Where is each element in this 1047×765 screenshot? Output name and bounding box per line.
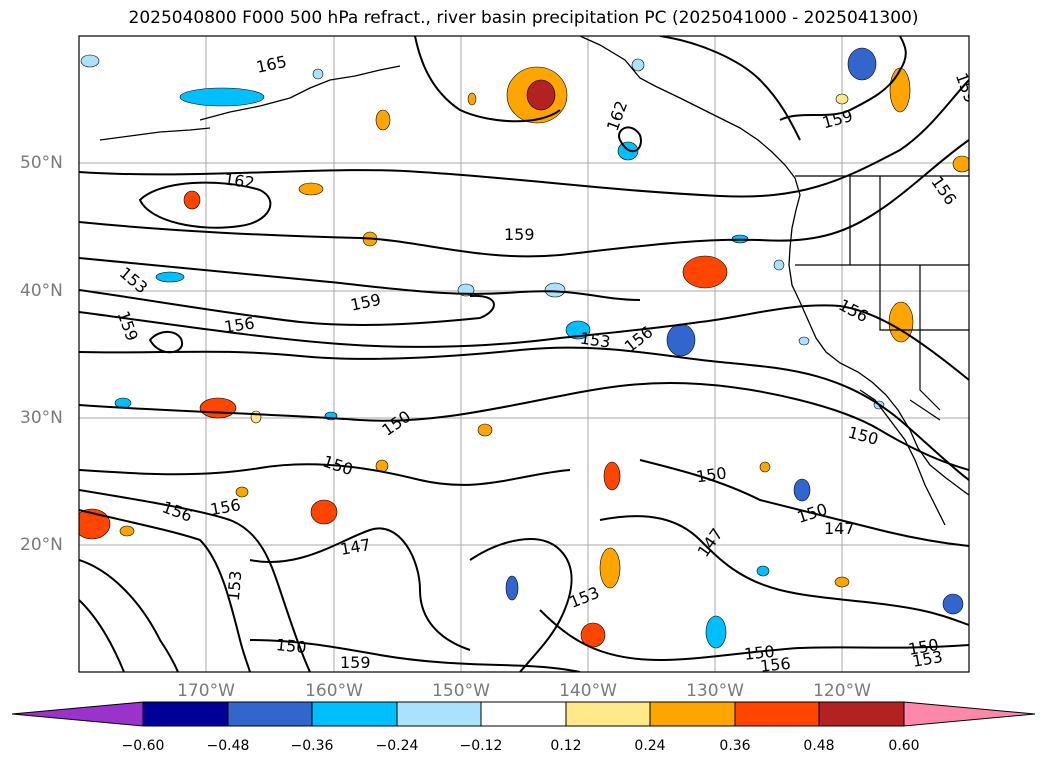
- contour-label: 150: [695, 463, 728, 486]
- colorbar-segment: [227, 701, 313, 727]
- colorbar-segment: [734, 701, 820, 727]
- colorbar-tick-label: −0.12: [459, 738, 503, 754]
- colorbar-tick-label: 0.12: [550, 738, 582, 754]
- colorbar-segment: [396, 701, 482, 727]
- colorbar-segment: [649, 701, 736, 727]
- colorbar-tick-label: 0.48: [803, 738, 835, 754]
- contour-label: 147: [694, 525, 727, 561]
- colorbar-tick-label: 0.24: [634, 738, 666, 754]
- contour-label: 150: [275, 635, 307, 657]
- colorbar-tick-label: 0.60: [888, 738, 920, 754]
- colorbar-segment: [11, 701, 144, 727]
- lon-tick-label: 160°W: [305, 681, 363, 701]
- contour-label: 156: [759, 654, 791, 676]
- lon-tick-label: 130°W: [686, 681, 744, 701]
- lon-tick-label: 140°W: [559, 681, 617, 701]
- colorbar-segment: [818, 701, 905, 727]
- country-borders: [795, 175, 969, 421]
- graticule: [79, 36, 969, 672]
- contour-label: 156: [209, 495, 242, 519]
- contour-label: 150: [378, 407, 414, 440]
- contour-label: 156: [160, 497, 195, 525]
- lat-tick-label: 30°N: [20, 408, 63, 428]
- contour-label-group: 165 162 162 159 159 159 159 159 156 156 …: [114, 52, 980, 676]
- colorbar-segment: [903, 701, 1036, 727]
- contour-label: 147: [339, 535, 372, 559]
- colorbar-segment: [480, 701, 567, 727]
- lat-tick-label: 40°N: [20, 281, 63, 301]
- colorbar-segment: [142, 701, 229, 727]
- colorbar-segment: [565, 701, 651, 727]
- contour-label: 153: [579, 329, 612, 352]
- contour-label: 162: [223, 169, 256, 192]
- colorbar-tick-label: −0.36: [290, 738, 334, 754]
- contour-label: 159: [114, 308, 142, 343]
- colorbar-tick-label: −0.24: [375, 738, 419, 754]
- contour-label: 147: [824, 519, 855, 538]
- contour-label: 153: [224, 570, 246, 602]
- contour-label: 150: [320, 452, 355, 480]
- contour-label: 165: [255, 52, 289, 77]
- map-title: 2025040800 F000 500 hPa refract., river …: [128, 8, 919, 28]
- contour-label: 150: [743, 642, 775, 664]
- refractivity-contours: [79, 36, 969, 672]
- contour-label: 159: [820, 106, 854, 132]
- contour-label: 159: [504, 225, 535, 244]
- contour-label: 159: [340, 653, 371, 672]
- lat-tick-label: 20°N: [20, 535, 63, 555]
- contour-label: 159: [952, 70, 980, 105]
- plot-frame: [78, 35, 970, 673]
- lat-tick-label: 50°N: [20, 153, 63, 173]
- contour-label: 159: [349, 290, 383, 315]
- colorbar-tick-label: 0.36: [719, 738, 751, 754]
- lon-tick-label: 170°W: [177, 681, 235, 701]
- lon-tick-label: 150°W: [432, 681, 490, 701]
- contour-label: 156: [927, 173, 960, 209]
- precip-pc-shading: [79, 47, 969, 649]
- contour-label: 153: [116, 263, 152, 297]
- colorbar: [11, 701, 1036, 727]
- lon-tick-label: 120°W: [813, 681, 871, 701]
- contour-label: 156: [223, 313, 256, 336]
- colorbar-tick-label: −0.60: [121, 738, 165, 754]
- colorbar-tick-label: −0.48: [206, 738, 250, 754]
- colorbar-segment: [311, 701, 398, 727]
- contour-label: 156: [836, 295, 872, 326]
